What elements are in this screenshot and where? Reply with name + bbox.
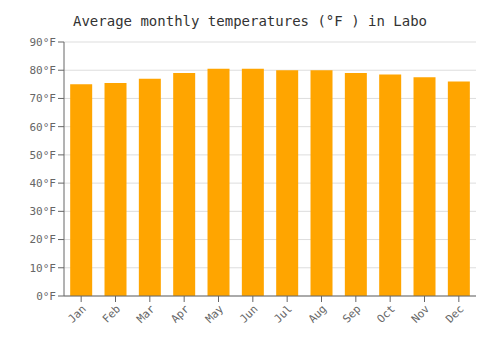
svg-text:May: May (203, 302, 227, 326)
svg-text:Dec: Dec (443, 302, 466, 325)
svg-text:Oct: Oct (375, 302, 398, 325)
svg-text:Jun: Jun (237, 302, 260, 325)
svg-text:Mar: Mar (134, 302, 158, 326)
svg-text:60°F: 60°F (30, 121, 57, 134)
svg-text:Aug: Aug (306, 302, 329, 325)
svg-text:Sep: Sep (340, 302, 363, 325)
svg-text:Apr: Apr (169, 302, 193, 326)
svg-text:Jan: Jan (66, 302, 89, 325)
svg-text:90°F: 90°F (30, 36, 57, 49)
svg-text:Nov: Nov (409, 302, 433, 326)
svg-text:Feb: Feb (100, 302, 123, 325)
svg-text:30°F: 30°F (30, 205, 57, 218)
svg-text:70°F: 70°F (30, 92, 57, 105)
svg-text:40°F: 40°F (30, 177, 57, 190)
svg-text:Jul: Jul (272, 302, 295, 325)
svg-text:20°F: 20°F (30, 233, 57, 246)
svg-text:50°F: 50°F (30, 149, 57, 162)
html-text:Average monthly temperatures (: Average monthly temperatures (°F ) in La… (73, 13, 427, 29)
svg-text:10°F: 10°F (30, 262, 57, 275)
svg-text:0°F: 0°F (36, 290, 56, 303)
svg-text:80°F: 80°F (30, 64, 57, 77)
